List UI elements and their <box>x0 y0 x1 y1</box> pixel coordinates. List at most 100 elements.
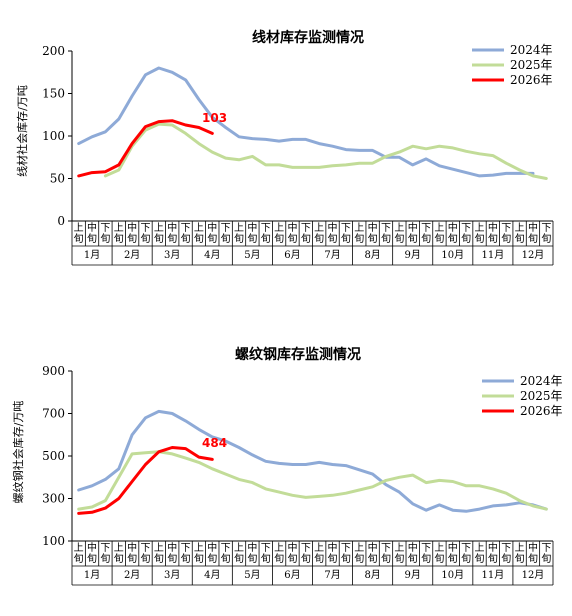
x-tick-label-suffix: 旬 <box>74 552 84 565</box>
month-label: 1月 <box>84 569 100 581</box>
x-tick-label-suffix: 旬 <box>328 552 338 565</box>
month-label: 2月 <box>124 249 140 261</box>
x-tick-label: 下 <box>100 223 110 234</box>
x-tick-label: 上 <box>394 542 404 554</box>
x-tick-label-suffix: 旬 <box>475 232 485 245</box>
x-tick-label-suffix: 旬 <box>234 232 244 245</box>
month-label: 9月 <box>405 569 421 581</box>
x-tick-label-suffix: 旬 <box>194 552 204 565</box>
x-tick-label: 上 <box>515 542 525 554</box>
y-axis-label: 螺纹钢社会库存/万吨 <box>11 401 25 504</box>
x-tick-label: 上 <box>314 222 324 234</box>
x-tick-label-suffix: 旬 <box>287 232 297 245</box>
chart-title: 线材库存监测情况 <box>252 29 364 46</box>
x-tick-label: 上 <box>515 222 525 234</box>
x-tick-label-suffix: 旬 <box>341 552 351 565</box>
x-tick-label: 上 <box>74 222 84 234</box>
x-tick-label: 中 <box>408 541 418 554</box>
month-label: 10月 <box>441 569 464 581</box>
x-tick-label-suffix: 旬 <box>181 232 191 245</box>
x-tick-label-suffix: 旬 <box>261 552 271 565</box>
y-tick-label: 200 <box>42 44 65 58</box>
x-tick-label: 下 <box>421 543 431 554</box>
month-label: 4月 <box>204 569 220 581</box>
y-tick-label: 50 <box>50 172 65 186</box>
x-tick-label-suffix: 旬 <box>181 552 191 565</box>
x-tick-label-suffix: 旬 <box>207 552 217 565</box>
x-tick-label-suffix: 旬 <box>354 552 364 565</box>
series-line-2026年 <box>77 119 214 178</box>
x-tick-label-suffix: 旬 <box>381 232 391 245</box>
x-tick-label-suffix: 旬 <box>167 232 177 245</box>
x-tick-label: 下 <box>541 223 551 234</box>
x-tick-label: 中 <box>488 541 498 554</box>
y-tick-label: 100 <box>42 534 65 548</box>
month-label: 1月 <box>84 249 100 261</box>
month-label: 10月 <box>441 249 464 261</box>
x-tick-label-suffix: 旬 <box>221 232 231 245</box>
x-tick-label-suffix: 旬 <box>434 232 444 245</box>
x-tick-label: 上 <box>194 222 204 234</box>
x-tick-label: 下 <box>381 543 391 554</box>
x-tick-label-suffix: 旬 <box>194 232 204 245</box>
legend-label: 2024年 <box>510 43 553 57</box>
y-tick-label: 700 <box>42 407 65 421</box>
x-tick-label: 中 <box>328 541 338 554</box>
month-label: 2月 <box>124 569 140 581</box>
x-tick-label-suffix: 旬 <box>314 552 324 565</box>
x-tick-label: 中 <box>328 221 338 234</box>
y-tick-label: 300 <box>42 492 65 506</box>
month-label: 4月 <box>204 249 220 261</box>
x-tick-label: 中 <box>448 221 458 234</box>
series-line-2026年 <box>77 446 214 515</box>
x-tick-label: 上 <box>234 542 244 554</box>
x-tick-label: 下 <box>501 223 511 234</box>
series-line-2024年 <box>77 66 535 178</box>
y-axis-label: 线材社会库存/万吨 <box>15 85 29 177</box>
x-tick-label-suffix: 旬 <box>74 232 84 245</box>
x-tick-label-suffix: 旬 <box>114 232 124 245</box>
x-tick-label: 下 <box>501 543 511 554</box>
month-label: 5月 <box>244 569 260 581</box>
x-tick-label-suffix: 旬 <box>314 232 324 245</box>
x-tick-label-suffix: 旬 <box>114 552 124 565</box>
x-tick-label: 下 <box>261 543 271 554</box>
x-tick-label-suffix: 旬 <box>501 552 511 565</box>
month-label: 8月 <box>364 569 380 581</box>
x-tick-label: 中 <box>247 541 257 554</box>
x-tick-label: 下 <box>100 543 110 554</box>
x-tick-label: 中 <box>167 221 177 234</box>
x-tick-label-suffix: 旬 <box>475 552 485 565</box>
x-tick-label: 上 <box>114 222 124 234</box>
x-tick-label: 上 <box>154 542 164 554</box>
x-tick-label-suffix: 旬 <box>301 552 311 565</box>
x-tick-label-suffix: 旬 <box>328 232 338 245</box>
x-tick-label: 上 <box>154 222 164 234</box>
x-tick-label: 上 <box>434 222 444 234</box>
x-tick-label-suffix: 旬 <box>140 232 150 245</box>
x-tick-label-suffix: 旬 <box>448 232 458 245</box>
month-label: 11月 <box>482 569 505 581</box>
y-tick-label: 500 <box>42 449 65 463</box>
month-label: 8月 <box>364 249 380 261</box>
x-tick-label-suffix: 旬 <box>234 552 244 565</box>
x-tick-label-suffix: 旬 <box>528 232 538 245</box>
x-tick-label-suffix: 旬 <box>100 232 110 245</box>
x-tick-label: 中 <box>207 541 217 554</box>
y-tick-label: 0 <box>57 214 65 228</box>
data-label-latest: 484 <box>202 436 227 450</box>
x-tick-label-suffix: 旬 <box>421 552 431 565</box>
x-tick-label: 下 <box>181 223 191 234</box>
month-label: 3月 <box>164 569 180 581</box>
month-label: 9月 <box>405 249 421 261</box>
x-tick-label: 下 <box>301 223 311 234</box>
x-tick-label-suffix: 旬 <box>127 232 137 245</box>
x-tick-label: 中 <box>488 221 498 234</box>
month-label: 6月 <box>284 569 300 581</box>
x-tick-label-suffix: 旬 <box>368 552 378 565</box>
x-tick-label: 下 <box>221 543 231 554</box>
x-tick-label-suffix: 旬 <box>301 232 311 245</box>
x-tick-label-suffix: 旬 <box>381 552 391 565</box>
x-tick-label: 上 <box>74 542 84 554</box>
x-tick-label: 下 <box>541 543 551 554</box>
